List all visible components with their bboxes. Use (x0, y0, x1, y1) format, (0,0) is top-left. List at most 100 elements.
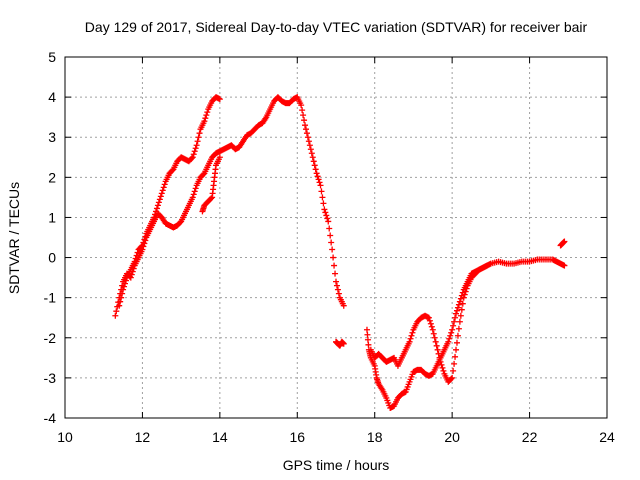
data-point (430, 327, 436, 333)
x-axis-label: GPS time / hours (283, 457, 390, 473)
data-point (155, 202, 161, 208)
data-point (333, 279, 339, 285)
data-point (323, 212, 329, 218)
data-point (324, 215, 330, 221)
data-point (308, 146, 314, 152)
data-point (313, 166, 319, 172)
x-tick-label: 24 (599, 429, 615, 445)
y-tick-label: 0 (48, 250, 56, 266)
y-tick-label: -4 (44, 410, 57, 426)
data-point (161, 184, 167, 190)
data-point (194, 142, 200, 148)
data-point (433, 339, 439, 345)
sdtvar-chart: 10 12 14 16 18 20 22 24-4-3-2-1012345 Day 129 o… (0, 0, 640, 480)
data-point (193, 145, 199, 151)
data-point (301, 117, 307, 123)
y-tick-label: -3 (44, 370, 57, 386)
data-point (310, 154, 316, 160)
data-point (113, 308, 119, 314)
data-point (299, 107, 305, 113)
data-point (317, 179, 323, 185)
data-point (325, 218, 331, 224)
data-point (451, 361, 457, 367)
y-axis-label: SDTVAR / TECUs (6, 182, 22, 294)
data-point (158, 193, 164, 199)
data-point (453, 347, 459, 353)
data-point (336, 291, 342, 297)
x-tick-label: 12 (135, 429, 151, 445)
data-point (112, 313, 118, 319)
data-point (203, 112, 209, 118)
x-tick-label: 16 (289, 429, 305, 445)
data-point (192, 148, 198, 154)
data-point (450, 323, 456, 329)
x-tick-label: 14 (212, 429, 228, 445)
data-point (457, 319, 463, 325)
data-point (431, 331, 437, 337)
data-point (196, 134, 202, 140)
data-point (320, 200, 326, 206)
data-point (329, 247, 335, 253)
data-point (456, 302, 462, 308)
data-point (303, 126, 309, 132)
data-point (197, 130, 203, 136)
data-point (327, 232, 333, 238)
data-point (318, 182, 324, 188)
data-point (435, 347, 441, 353)
data-point (306, 138, 312, 144)
data-point (157, 196, 163, 202)
data-point (305, 134, 311, 140)
data-point (456, 326, 462, 332)
y-tick-label: 1 (48, 209, 56, 225)
data-point (452, 354, 458, 360)
data-point (334, 283, 340, 289)
data-point (432, 335, 438, 341)
data-point (454, 308, 460, 314)
data-points (112, 94, 567, 411)
data-point (434, 343, 440, 349)
data-point (156, 199, 162, 205)
data-point (321, 206, 327, 212)
series-4 (333, 257, 567, 411)
data-point (195, 138, 201, 144)
y-tick-label: 2 (48, 169, 56, 185)
y-tick-label: 3 (48, 129, 56, 145)
x-tick-label: 10 (57, 429, 73, 445)
x-tick-label: 22 (522, 429, 538, 445)
data-point (315, 173, 321, 179)
data-point (314, 170, 320, 176)
data-point (192, 188, 198, 194)
y-tick-label: 4 (48, 89, 56, 105)
data-point (326, 225, 332, 231)
x-tick-label: 20 (444, 429, 460, 445)
data-point (159, 190, 165, 196)
data-point (408, 333, 414, 339)
data-point (309, 150, 315, 156)
data-point (312, 162, 318, 168)
series-1 (112, 94, 346, 319)
data-point (300, 112, 306, 118)
data-point (429, 324, 435, 330)
data-point (330, 255, 336, 261)
data-point (335, 287, 341, 293)
data-point (318, 188, 324, 194)
data-point (304, 130, 310, 136)
data-point (331, 263, 337, 269)
data-point (302, 122, 308, 128)
data-point (332, 271, 338, 277)
data-point (154, 205, 160, 211)
y-tick-label: 5 (48, 49, 56, 65)
data-point (449, 327, 455, 333)
data-point (160, 187, 166, 193)
data-point (428, 321, 434, 327)
data-point (328, 240, 334, 246)
data-point (322, 209, 328, 215)
y-tick-label: -2 (44, 330, 57, 346)
data-point (452, 315, 458, 321)
data-point (454, 340, 460, 346)
data-point (319, 194, 325, 200)
data-point (307, 142, 313, 148)
x-tick-label: 18 (367, 429, 383, 445)
y-tick-label: -1 (44, 290, 57, 306)
data-point (450, 368, 456, 374)
